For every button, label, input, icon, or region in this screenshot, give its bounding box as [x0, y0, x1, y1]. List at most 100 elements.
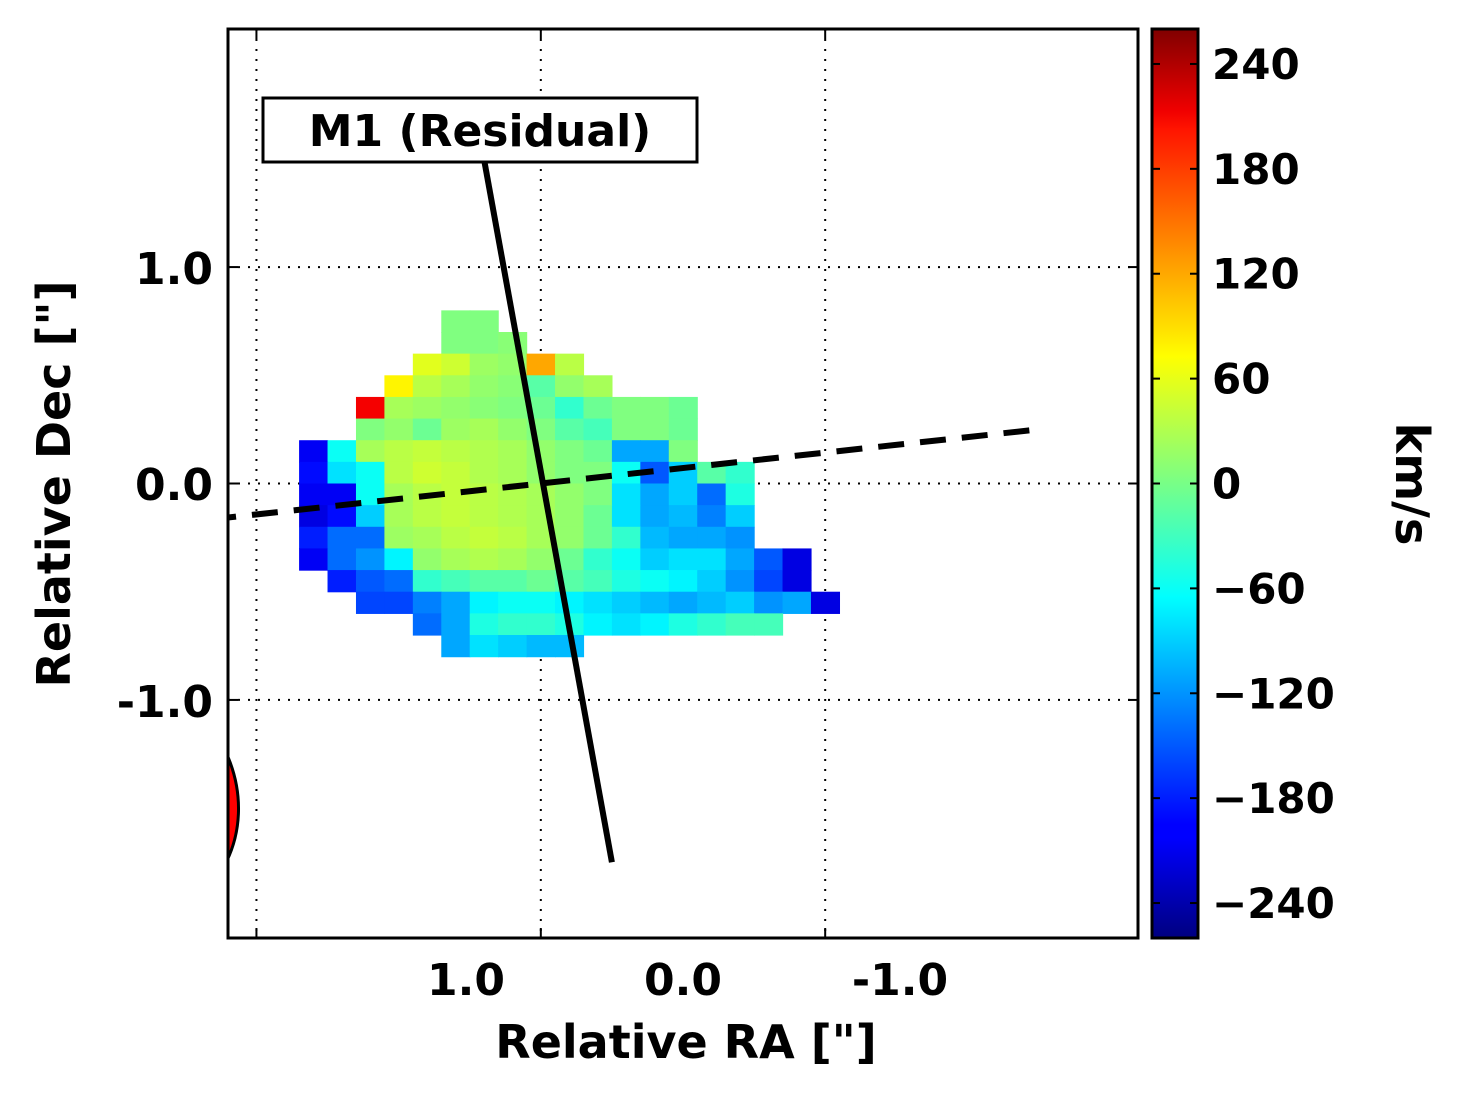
velocity-pixel-r9-c12 [640, 505, 670, 528]
velocity-pixel-r2-c4 [526, 353, 556, 376]
x-axis-label: Relative RA ["] [495, 1015, 876, 1069]
velocity-pixel-r8-c13 [668, 483, 698, 506]
velocity-pixel-r6-c0 [299, 440, 329, 463]
colorbar-tick-label-9: −240 [1212, 879, 1335, 928]
velocity-pixel-r11-c10 [583, 548, 613, 571]
colorbar-label: km/s [1385, 423, 1439, 546]
velocity-pixel-r11-c2 [355, 548, 386, 571]
velocity-pixel-r11-c17 [782, 548, 812, 571]
velocity-pixel-r7-c6 [469, 461, 499, 485]
velocity-pixel-r5-c5 [498, 418, 528, 441]
velocity-pixel-r12-c10 [611, 570, 641, 593]
velocity-pixel-r5-c4 [469, 418, 499, 441]
velocity-pixel-r12-c15 [754, 570, 784, 593]
colorbar-tick-label-4: 60 [1212, 355, 1270, 404]
velocity-pixel-r10-c8 [526, 526, 556, 550]
x-tick-label-2: 0.0 [644, 955, 722, 1006]
velocity-pixel-r14-c11 [725, 613, 755, 636]
velocity-pixel-r13-c2 [412, 591, 442, 614]
y-tick-label-1: 1.0 [135, 244, 213, 295]
velocity-pixel-r7-c3 [384, 461, 414, 485]
velocity-pixel-r15-c1 [469, 635, 499, 658]
colorbar-tick-label-7: −120 [1212, 669, 1335, 718]
velocity-pixel-r0-c1 [469, 310, 499, 333]
x-tick-label-1: 1.0 [427, 955, 505, 1006]
velocity-pixel-r7-c14 [697, 461, 727, 485]
velocity-pixel-r8-c14 [697, 483, 727, 506]
velocity-pixel-r7-c7 [498, 461, 528, 485]
velocity-pixel-r13-c11 [668, 591, 698, 614]
velocity-pixel-r11-c7 [498, 548, 528, 571]
velocity-pixel-r12-c2 [384, 570, 414, 593]
velocity-pixel-r3-c6 [555, 375, 585, 398]
velocity-pixel-r14-c6 [583, 613, 613, 636]
velocity-pixel-r7-c15 [725, 461, 755, 485]
velocity-pixel-r9-c5 [441, 505, 471, 528]
velocity-pixel-r9-c11 [611, 505, 641, 528]
colorbar-ticks [1152, 62, 1198, 905]
velocity-pixel-r4-c1 [384, 396, 414, 420]
velocity-pixel-r6-c3 [384, 440, 414, 463]
velocity-pixel-r4-c10 [640, 396, 670, 420]
velocity-pixel-r13-c4 [469, 591, 499, 614]
velocity-pixel-r13-c13 [725, 591, 755, 614]
velocity-pixel-r4-c11 [668, 396, 698, 420]
velocity-pixel-r12-c6 [498, 570, 528, 593]
velocity-pixel-r6-c9 [555, 440, 585, 463]
velocity-pixel-r3-c5 [526, 375, 556, 398]
velocity-pixel-r7-c4 [412, 461, 442, 485]
velocity-pixel-r9-c6 [469, 505, 499, 528]
velocity-pixel-r7-c0 [299, 461, 329, 485]
velocity-pixel-r8-c0 [299, 483, 329, 506]
velocity-pixel-r13-c14 [754, 591, 784, 614]
velocity-pixel-r4-c9 [611, 396, 641, 420]
colorbar-tick-label-5: 0 [1212, 460, 1241, 509]
velocity-pixel-r11-c9 [555, 548, 585, 571]
velocity-pixel-r11-c8 [526, 548, 556, 571]
velocity-pixel-r14-c1 [441, 613, 471, 636]
velocity-pixel-r10-c5 [441, 526, 471, 550]
velocity-pixel-r6-c13 [668, 440, 698, 463]
velocity-pixel-r12-c12 [668, 570, 698, 593]
velocity-pixel-r9-c1 [327, 505, 357, 528]
velocity-pixel-r9-c14 [697, 505, 727, 528]
velocity-pixel-r12-c7 [526, 570, 556, 593]
title-box-frame [261, 96, 699, 164]
velocity-pixel-r4-c2 [412, 396, 442, 420]
velocity-pixel-r3-c3 [469, 375, 499, 398]
velocity-pixel-r10-c14 [697, 526, 727, 550]
velocity-pixel-r6-c1 [327, 440, 357, 463]
velocity-pixel-r13-c3 [441, 591, 471, 614]
velocity-pixel-r13-c10 [640, 591, 670, 614]
velocity-pixel-r9-c10 [583, 505, 613, 528]
velocity-pixel-r5-c0 [355, 418, 386, 441]
velocity-pixel-r4-c4 [469, 396, 499, 420]
colorbar-tick-label-8: −180 [1212, 774, 1335, 823]
velocity-pixel-r11-c13 [668, 548, 698, 571]
y-axis-label: Relative Dec ["] [27, 280, 81, 687]
velocity-pixel-r13-c15 [782, 591, 812, 614]
velocity-pixel-r13-c0 [355, 591, 386, 614]
velocity-pixel-r11-c6 [469, 548, 499, 571]
velocity-pixel-r11-c4 [412, 548, 442, 571]
velocity-pixel-r13-c7 [555, 591, 585, 614]
velocity-pixel-r11-c14 [697, 548, 727, 571]
velocity-pixel-r11-c3 [384, 548, 414, 571]
velocity-pixel-r14-c0 [412, 613, 442, 636]
velocity-pixel-r6-c10 [583, 440, 613, 463]
velocity-pixel-r12-c3 [412, 570, 442, 593]
colorbar-tick-label-2: 180 [1212, 145, 1300, 194]
plot-title: M1 (Residual) [309, 106, 652, 157]
velocity-pixel-r5-c9 [611, 418, 641, 441]
velocity-pixel-r3-c1 [412, 375, 442, 398]
y-tick-label-2: 0.0 [135, 460, 213, 511]
velocity-pixel-r2-c5 [555, 353, 585, 376]
velocity-pixel-r5-c1 [384, 418, 414, 441]
velocity-pixel-r3-c2 [441, 375, 471, 398]
velocity-pixel-r13-c5 [498, 591, 528, 614]
velocity-pixel-r9-c2 [355, 505, 386, 528]
velocity-pixel-r11-c12 [640, 548, 670, 571]
velocity-pixel-r2-c1 [441, 353, 471, 376]
velocity-pixel-r8-c9 [555, 483, 585, 506]
velocity-pixel-r3-c4 [498, 375, 528, 398]
